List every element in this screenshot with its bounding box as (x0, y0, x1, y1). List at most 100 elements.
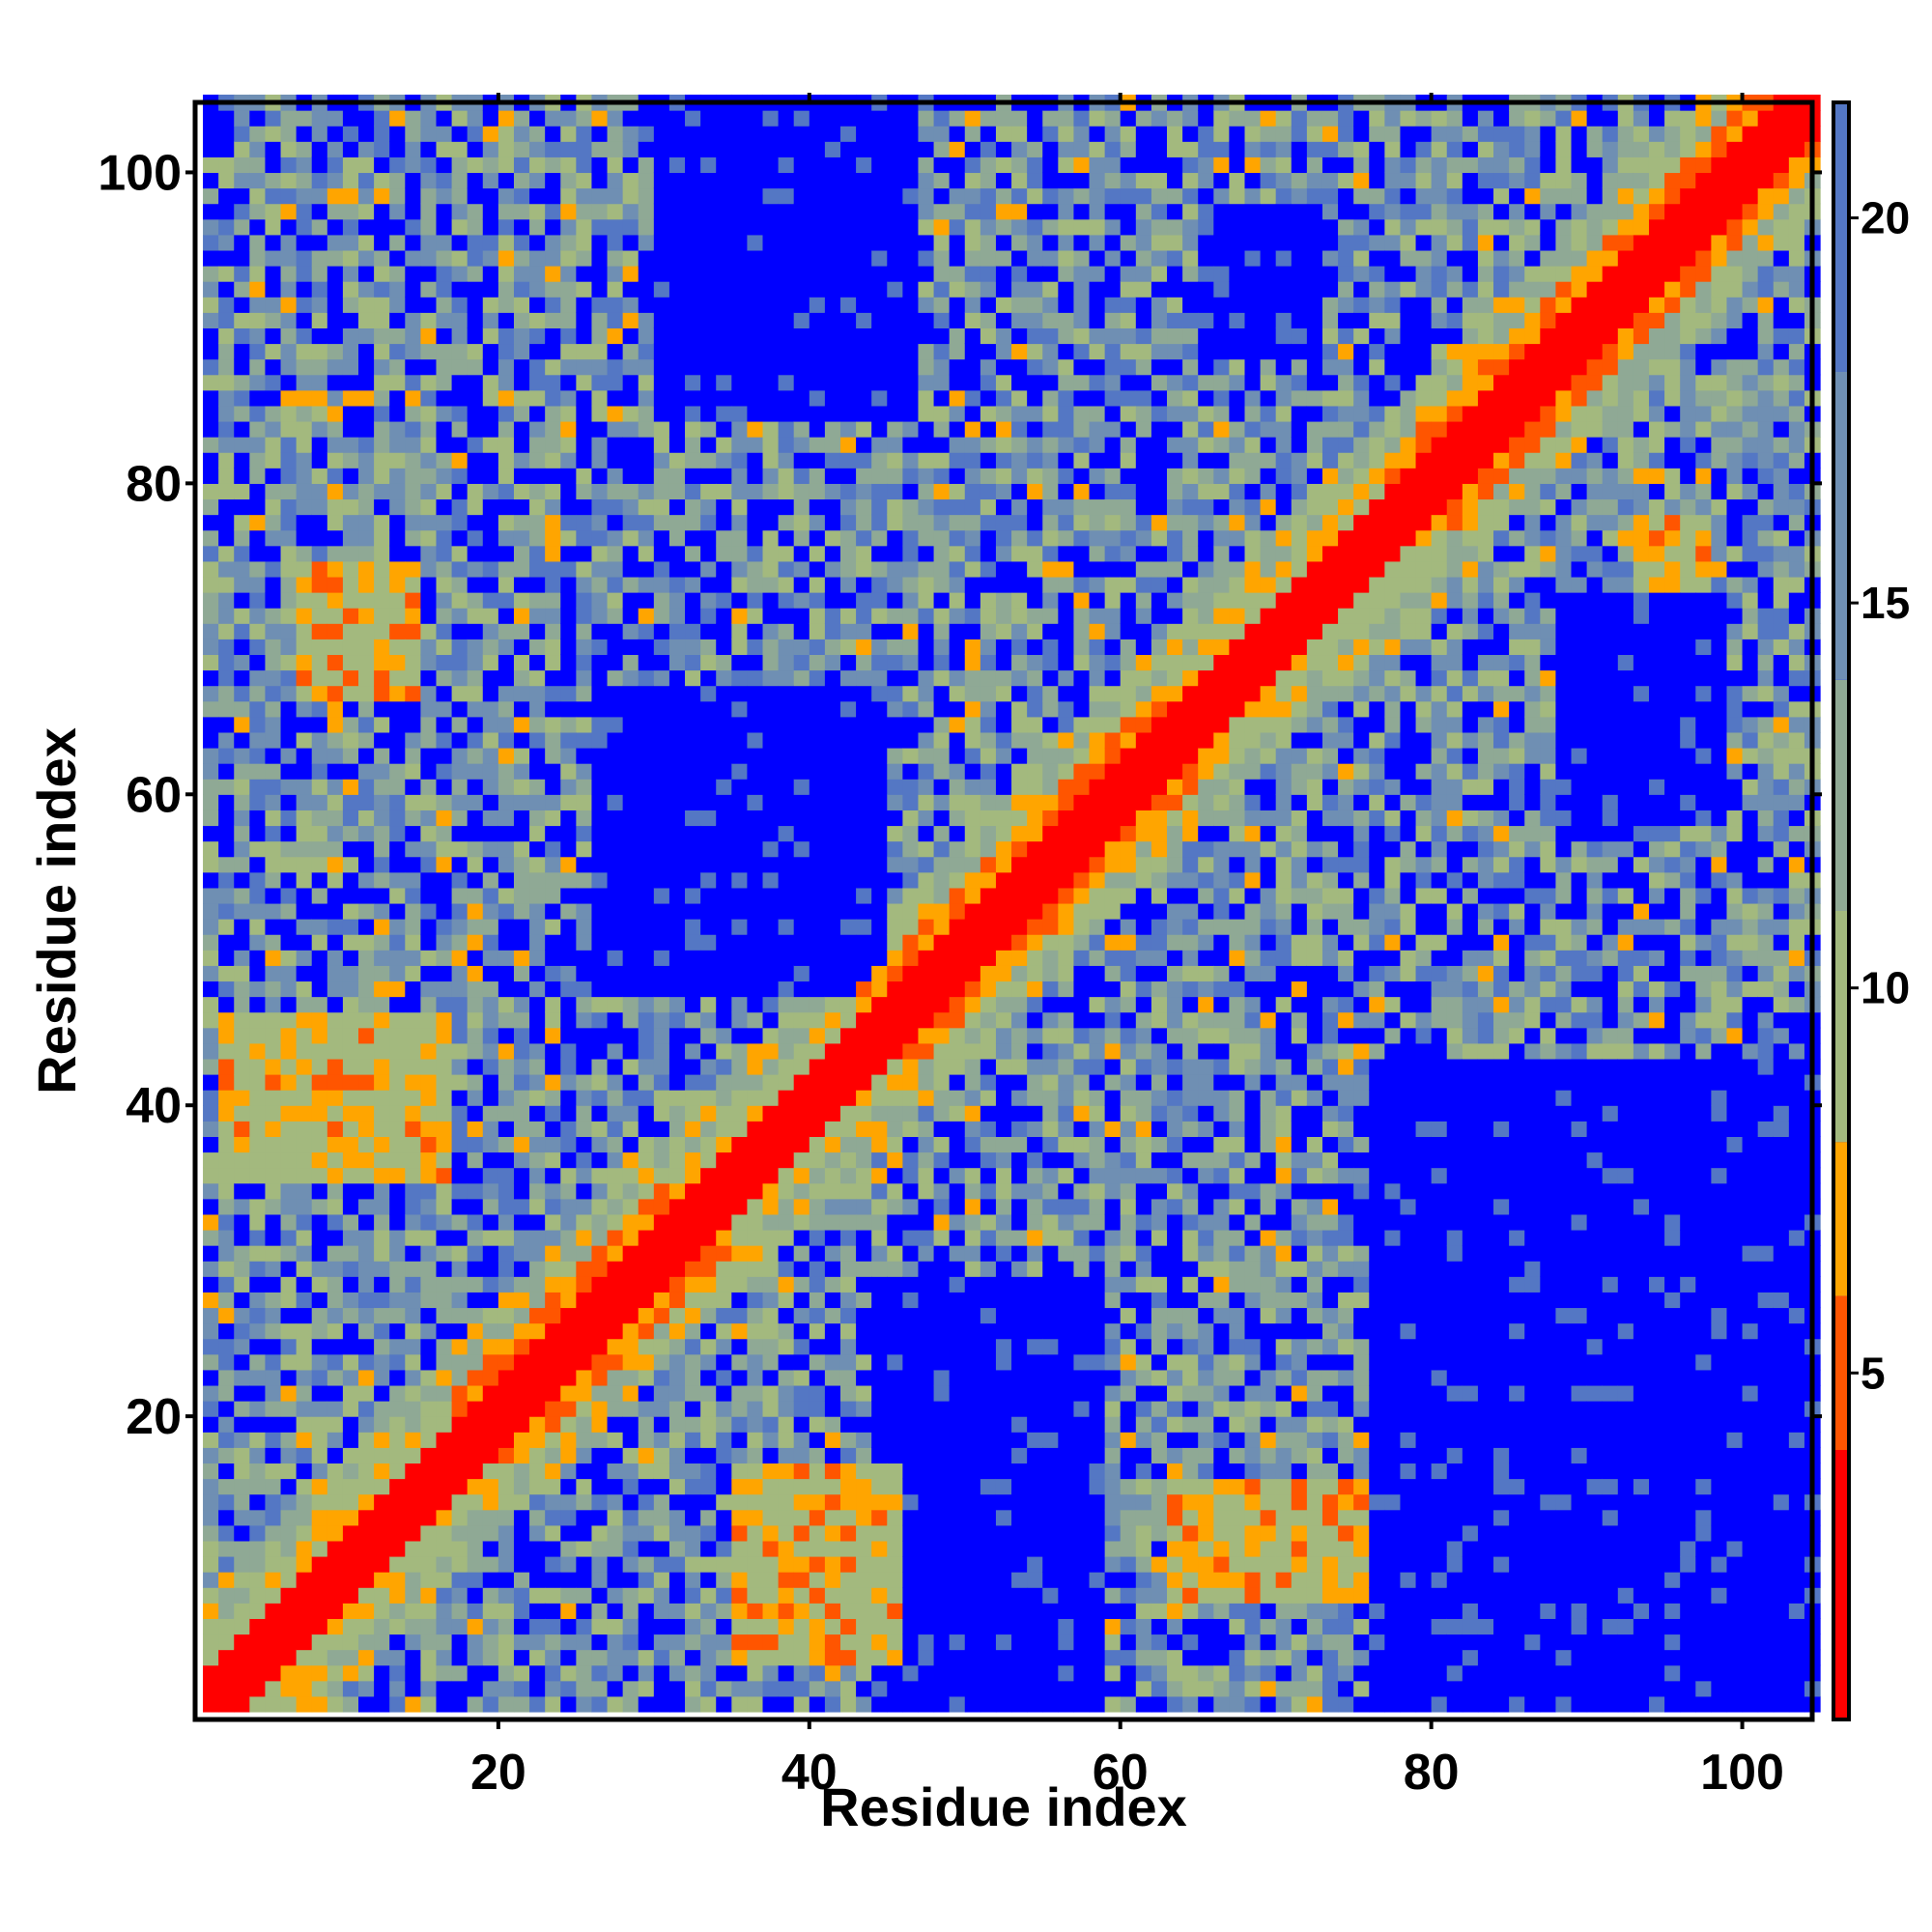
heatmap-cell (653, 794, 670, 810)
heatmap-cell (607, 358, 624, 376)
heatmap-cell (389, 1136, 406, 1153)
heatmap-cell (280, 608, 298, 624)
heatmap-cell (451, 389, 469, 407)
heatmap-cell (218, 1245, 235, 1262)
heatmap-cell (793, 1213, 810, 1231)
heatmap-cell (793, 1151, 810, 1169)
heatmap-cell (389, 498, 406, 516)
heatmap-cell (809, 187, 826, 205)
heatmap-cell (420, 1121, 438, 1137)
heatmap-cell (576, 1182, 593, 1200)
heatmap-cell (747, 794, 764, 810)
heatmap-cell (218, 1058, 235, 1075)
heatmap-cell (762, 452, 780, 469)
heatmap-cell (327, 297, 344, 313)
heatmap-cell (668, 1261, 686, 1277)
heatmap-cell (918, 685, 935, 702)
heatmap-cell (420, 1540, 438, 1557)
heatmap-cell (887, 1292, 903, 1309)
heatmap-cell (280, 576, 298, 593)
heatmap-cell (668, 498, 686, 516)
heatmap-cell (933, 218, 951, 236)
heatmap-cell (436, 623, 453, 639)
heatmap-cell (420, 1322, 438, 1340)
heatmap-cell (887, 685, 903, 702)
heatmap-cell (560, 1572, 577, 1588)
heatmap-cell (265, 887, 282, 904)
heatmap-cell (731, 779, 749, 795)
heatmap-cell (668, 297, 686, 313)
heatmap-cell (311, 468, 328, 484)
heatmap-cell (607, 654, 624, 671)
heatmap-cell (809, 1338, 826, 1355)
heatmap-cell (918, 856, 935, 873)
heatmap-cell (203, 1198, 219, 1215)
heatmap-cell (311, 1198, 328, 1215)
heatmap-cell (545, 249, 561, 267)
heatmap-cell (218, 1213, 235, 1231)
heatmap-cell (249, 1011, 267, 1029)
heatmap-cell (497, 1618, 515, 1635)
heatmap-cell (685, 1634, 701, 1651)
heatmap-cell (389, 1416, 406, 1433)
heatmap-cell (731, 1401, 749, 1417)
heatmap-cell (342, 980, 359, 998)
heatmap-cell (668, 1463, 686, 1480)
heatmap-cell (887, 902, 903, 920)
heatmap-cell (497, 1011, 515, 1029)
heatmap-cell (716, 731, 732, 749)
heatmap-cell (871, 980, 888, 998)
heatmap-cell (529, 1042, 546, 1060)
heatmap-cell (389, 1649, 406, 1666)
heatmap-cell (497, 934, 515, 951)
heatmap-cell (762, 1151, 780, 1169)
heatmap-cell (342, 747, 359, 764)
heatmap-cell (638, 747, 655, 764)
heatmap-cell (389, 1401, 406, 1417)
heatmap-cell (700, 731, 717, 749)
heatmap-cell (265, 1027, 282, 1044)
heatmap-cell (668, 1042, 686, 1060)
heatmap-cell (839, 1322, 857, 1340)
heatmap-cell (918, 825, 935, 842)
heatmap-cell (622, 1245, 639, 1262)
heatmap-cell (793, 747, 810, 764)
heatmap-cell (265, 1509, 282, 1526)
heatmap-cell (218, 1198, 235, 1215)
heatmap-cell (933, 312, 951, 328)
heatmap-cell (668, 871, 686, 889)
heatmap-cell (576, 1587, 593, 1604)
heatmap-cell (436, 810, 453, 827)
heatmap-cell (560, 747, 577, 764)
heatmap-cell (933, 437, 951, 453)
heatmap-cell (839, 1198, 857, 1215)
heatmap-cell (653, 452, 670, 469)
heatmap-cell (809, 405, 826, 422)
heatmap-cell (420, 856, 438, 873)
heatmap-cell (887, 950, 903, 966)
heatmap-cell (902, 452, 920, 469)
heatmap-cell (234, 374, 250, 391)
heatmap-cell (747, 1555, 764, 1573)
heatmap-cell (311, 639, 328, 656)
heatmap-cell (467, 1167, 484, 1184)
heatmap-cell (327, 420, 344, 438)
heatmap-cell (513, 623, 530, 639)
heatmap-cell (389, 1695, 406, 1713)
heatmap-cell (513, 1011, 530, 1029)
heatmap-cell (218, 468, 235, 484)
heatmap-cell (358, 1167, 375, 1184)
heatmap-cell (560, 452, 577, 469)
heatmap-cell (839, 437, 857, 453)
heatmap-cell (265, 1416, 282, 1433)
heatmap-cell (436, 297, 453, 313)
heatmap-cell (591, 1182, 609, 1200)
heatmap-cell (451, 1027, 469, 1044)
heatmap-cell (716, 1198, 732, 1215)
heatmap-cell (342, 156, 359, 174)
heatmap-cell (420, 483, 438, 500)
heatmap-cell (653, 297, 670, 313)
heatmap-cell (560, 1401, 577, 1417)
heatmap-cell (902, 592, 920, 609)
heatmap-cell (265, 483, 282, 500)
